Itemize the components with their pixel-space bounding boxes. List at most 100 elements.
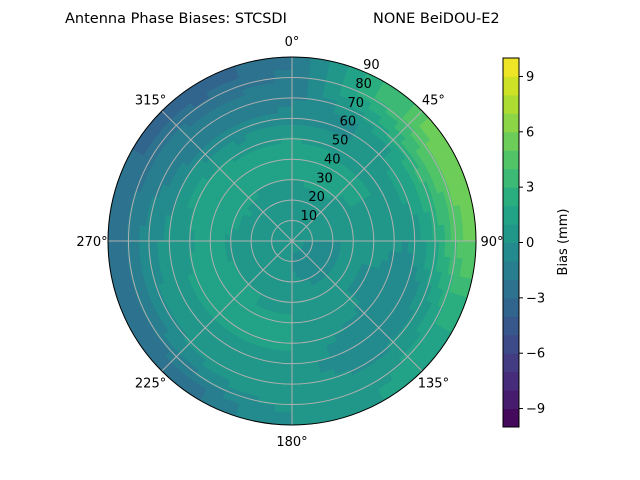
contour-cell xyxy=(419,240,428,256)
colorbar-level xyxy=(503,279,519,299)
contour-cell xyxy=(291,185,299,193)
contour-cell xyxy=(291,380,308,389)
contour-cell xyxy=(150,240,159,257)
theta-tick-label: 315° xyxy=(135,94,166,109)
contour-cell xyxy=(169,227,177,242)
contour-cell xyxy=(401,240,409,254)
contour-cell xyxy=(236,240,244,248)
contour-cell xyxy=(283,307,293,315)
contour-cell xyxy=(291,124,305,132)
contour-cell xyxy=(278,356,293,364)
contour-cell xyxy=(277,368,293,377)
colorbar-level xyxy=(503,113,519,133)
contour-cell xyxy=(291,368,307,377)
contour-cell xyxy=(284,173,293,181)
contour-cell xyxy=(211,232,220,242)
contour-cell xyxy=(242,245,251,252)
contour-cell xyxy=(401,228,409,242)
contour-cell xyxy=(291,289,299,297)
contour-cell xyxy=(291,338,304,346)
contour-cell xyxy=(291,393,310,401)
contour-cell xyxy=(358,232,366,242)
contour-cell xyxy=(291,160,301,169)
contour-cell xyxy=(276,93,293,102)
contour-cell xyxy=(224,233,232,242)
contour-cell xyxy=(276,380,293,389)
contour-cell xyxy=(283,313,293,322)
colorbar-level xyxy=(503,224,519,243)
contour-cell xyxy=(193,230,201,242)
contour-cell xyxy=(383,230,391,242)
contour-cell xyxy=(291,332,303,340)
contour-cell xyxy=(275,387,293,395)
contour-cell xyxy=(199,240,207,251)
colorbar-level xyxy=(503,371,519,391)
theta-tick-label: 135° xyxy=(418,376,449,391)
contour-cell xyxy=(283,160,293,169)
contour-cell xyxy=(291,148,302,156)
angular-gridline xyxy=(291,240,423,372)
radial-tick-label: 50 xyxy=(332,134,349,149)
polar-frame xyxy=(107,56,477,426)
contour-cell xyxy=(211,240,220,250)
contour-cell xyxy=(364,240,373,250)
contour-cell xyxy=(218,232,226,242)
contour-cell xyxy=(132,240,140,259)
contour-cell xyxy=(364,232,373,242)
contour-cell xyxy=(352,240,360,249)
radial-tick-label: 60 xyxy=(340,115,357,130)
contour-cell xyxy=(132,223,140,242)
contour-cell xyxy=(291,356,306,364)
radial-tick-label: 80 xyxy=(355,77,372,92)
contour-cell xyxy=(419,226,428,242)
contour-cell xyxy=(346,240,354,248)
theta-tick-label: 0° xyxy=(285,35,300,50)
colorbar-level xyxy=(503,242,519,262)
contour-cell xyxy=(291,277,297,285)
contour-cell xyxy=(144,240,153,257)
contour-cell xyxy=(230,240,238,248)
contour-cell xyxy=(438,224,446,242)
contour-cell xyxy=(285,179,293,187)
contour-cell xyxy=(187,240,195,253)
contour-cell xyxy=(377,240,385,251)
contour-cell xyxy=(282,154,293,163)
contour-cell xyxy=(383,240,391,252)
contour-cell xyxy=(218,240,226,250)
contour-cell xyxy=(370,231,379,242)
contour-cell xyxy=(281,142,293,150)
contour-cell xyxy=(322,236,330,242)
colorbar-tick-label: −9 xyxy=(526,402,545,417)
contour-cell xyxy=(199,231,207,242)
contour-cell xyxy=(276,99,293,108)
colorbar-level xyxy=(503,297,519,317)
contour-cell xyxy=(407,240,415,255)
colorbar-level xyxy=(503,316,519,336)
radial-tick-label: 40 xyxy=(324,152,341,167)
contour-cell xyxy=(193,240,201,252)
colorbar-level xyxy=(503,390,519,410)
contour-cell xyxy=(285,289,293,297)
contour-cell xyxy=(280,338,293,346)
contour-cell xyxy=(280,130,293,138)
contour-cell xyxy=(286,191,293,199)
contour-cell xyxy=(156,226,165,242)
contour-cell xyxy=(291,154,302,163)
colorbar-level xyxy=(503,58,519,77)
contour-cell xyxy=(291,283,298,291)
contour-cell xyxy=(291,105,307,114)
theta-tick-label: 225° xyxy=(135,376,166,391)
contour-cell xyxy=(431,240,440,257)
contour-cell xyxy=(444,240,452,259)
contour-cell xyxy=(205,231,214,242)
colorbar-level xyxy=(503,353,519,373)
contour-cell xyxy=(276,374,293,383)
contour-cell xyxy=(224,240,232,249)
contour-cell xyxy=(285,295,293,303)
contour-cell xyxy=(346,234,354,242)
contour-cell xyxy=(280,344,293,352)
contour-cell xyxy=(291,81,310,89)
contour-cell xyxy=(282,148,293,156)
contour-cell xyxy=(291,173,300,181)
